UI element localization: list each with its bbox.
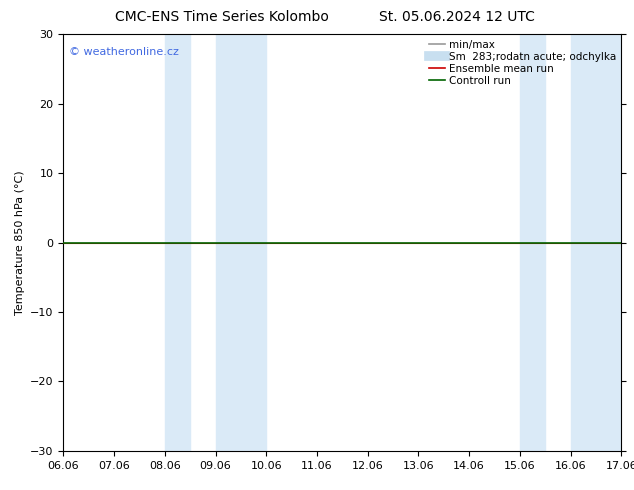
Legend: min/max, Sm  283;rodatn acute; odchylka, Ensemble mean run, Controll run: min/max, Sm 283;rodatn acute; odchylka, … [429, 40, 616, 86]
Text: © weatheronline.cz: © weatheronline.cz [69, 47, 179, 57]
Bar [520, 34, 545, 451]
Text: St. 05.06.2024 12 UTC: St. 05.06.2024 12 UTC [378, 10, 534, 24]
Text: CMC-ENS Time Series Kolombo: CMC-ENS Time Series Kolombo [115, 10, 329, 24]
Y-axis label: Temperature 850 hPa (°C): Temperature 850 hPa (°C) [15, 170, 25, 315]
Bar [165, 34, 190, 451]
Bar [216, 34, 266, 451]
Bar [571, 34, 621, 451]
